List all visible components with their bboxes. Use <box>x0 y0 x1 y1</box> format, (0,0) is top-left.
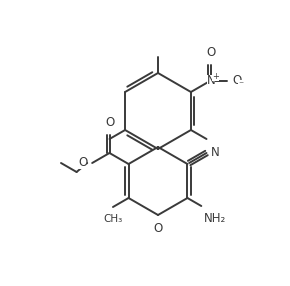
Text: O: O <box>206 46 215 59</box>
Text: O: O <box>78 156 87 168</box>
Text: CH₃: CH₃ <box>103 214 123 224</box>
Text: ⁻: ⁻ <box>238 80 243 90</box>
Text: O: O <box>232 74 241 88</box>
Text: N: N <box>206 74 215 88</box>
Text: O: O <box>105 116 114 129</box>
Text: +: + <box>212 72 219 81</box>
Text: N: N <box>211 146 219 158</box>
Text: O: O <box>153 222 163 235</box>
Text: NH₂: NH₂ <box>204 212 226 225</box>
